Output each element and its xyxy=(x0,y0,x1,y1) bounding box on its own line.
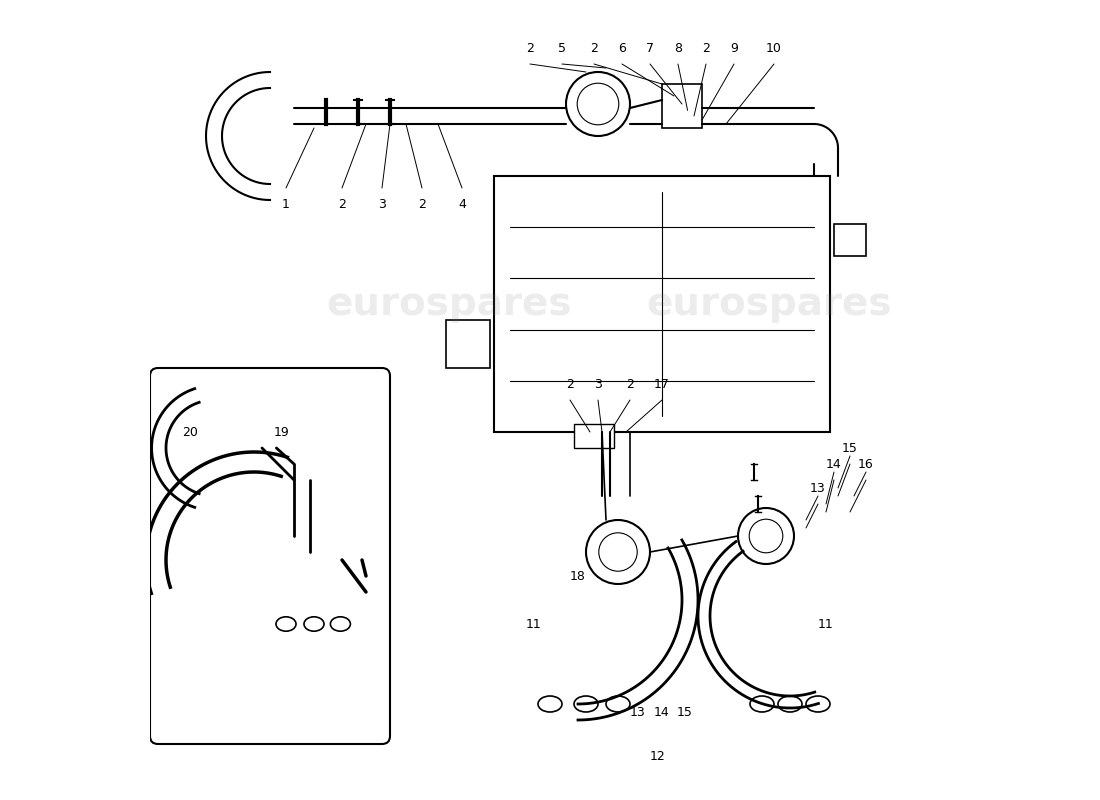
Text: 10: 10 xyxy=(766,42,782,54)
Text: 8: 8 xyxy=(674,42,682,54)
Ellipse shape xyxy=(778,696,802,712)
Text: 11: 11 xyxy=(526,618,542,630)
Text: 14: 14 xyxy=(826,458,842,470)
Text: eurospares: eurospares xyxy=(326,285,572,323)
Ellipse shape xyxy=(750,696,774,712)
Text: 11: 11 xyxy=(818,618,834,630)
Circle shape xyxy=(598,533,637,571)
Ellipse shape xyxy=(330,617,351,631)
Text: 16: 16 xyxy=(858,458,873,470)
Circle shape xyxy=(578,83,619,125)
Text: 3: 3 xyxy=(594,378,602,390)
Circle shape xyxy=(586,520,650,584)
Ellipse shape xyxy=(304,617,324,631)
Text: 9: 9 xyxy=(730,42,738,54)
Text: 2: 2 xyxy=(418,198,426,210)
Text: 2: 2 xyxy=(590,42,598,54)
Text: 17: 17 xyxy=(654,378,670,390)
Circle shape xyxy=(749,519,783,553)
FancyBboxPatch shape xyxy=(446,320,490,368)
Text: 1: 1 xyxy=(282,198,290,210)
Circle shape xyxy=(566,72,630,136)
FancyBboxPatch shape xyxy=(150,368,390,744)
Text: 5: 5 xyxy=(558,42,566,54)
Text: 12: 12 xyxy=(650,750,666,762)
Ellipse shape xyxy=(538,696,562,712)
Text: 6: 6 xyxy=(618,42,626,54)
Text: 19: 19 xyxy=(274,426,290,438)
Text: 2: 2 xyxy=(566,378,574,390)
Ellipse shape xyxy=(806,696,830,712)
Text: 15: 15 xyxy=(676,706,692,718)
Text: 14: 14 xyxy=(654,706,670,718)
Text: 13: 13 xyxy=(630,706,646,718)
Text: eurospares: eurospares xyxy=(646,285,891,323)
Text: 18: 18 xyxy=(570,570,586,582)
Text: 7: 7 xyxy=(646,42,654,54)
FancyBboxPatch shape xyxy=(494,176,830,432)
Ellipse shape xyxy=(276,617,296,631)
Text: 2: 2 xyxy=(526,42,534,54)
FancyBboxPatch shape xyxy=(662,84,702,128)
FancyBboxPatch shape xyxy=(834,224,866,256)
Ellipse shape xyxy=(606,696,630,712)
FancyBboxPatch shape xyxy=(574,424,614,448)
Text: 2: 2 xyxy=(702,42,710,54)
Text: 2: 2 xyxy=(626,378,634,390)
Text: 2: 2 xyxy=(338,198,345,210)
Text: 13: 13 xyxy=(810,482,826,494)
Text: 3: 3 xyxy=(378,198,386,210)
Text: 4: 4 xyxy=(458,198,466,210)
Circle shape xyxy=(738,508,794,564)
Text: 20: 20 xyxy=(183,426,198,438)
Text: 15: 15 xyxy=(843,442,858,454)
Ellipse shape xyxy=(574,696,598,712)
